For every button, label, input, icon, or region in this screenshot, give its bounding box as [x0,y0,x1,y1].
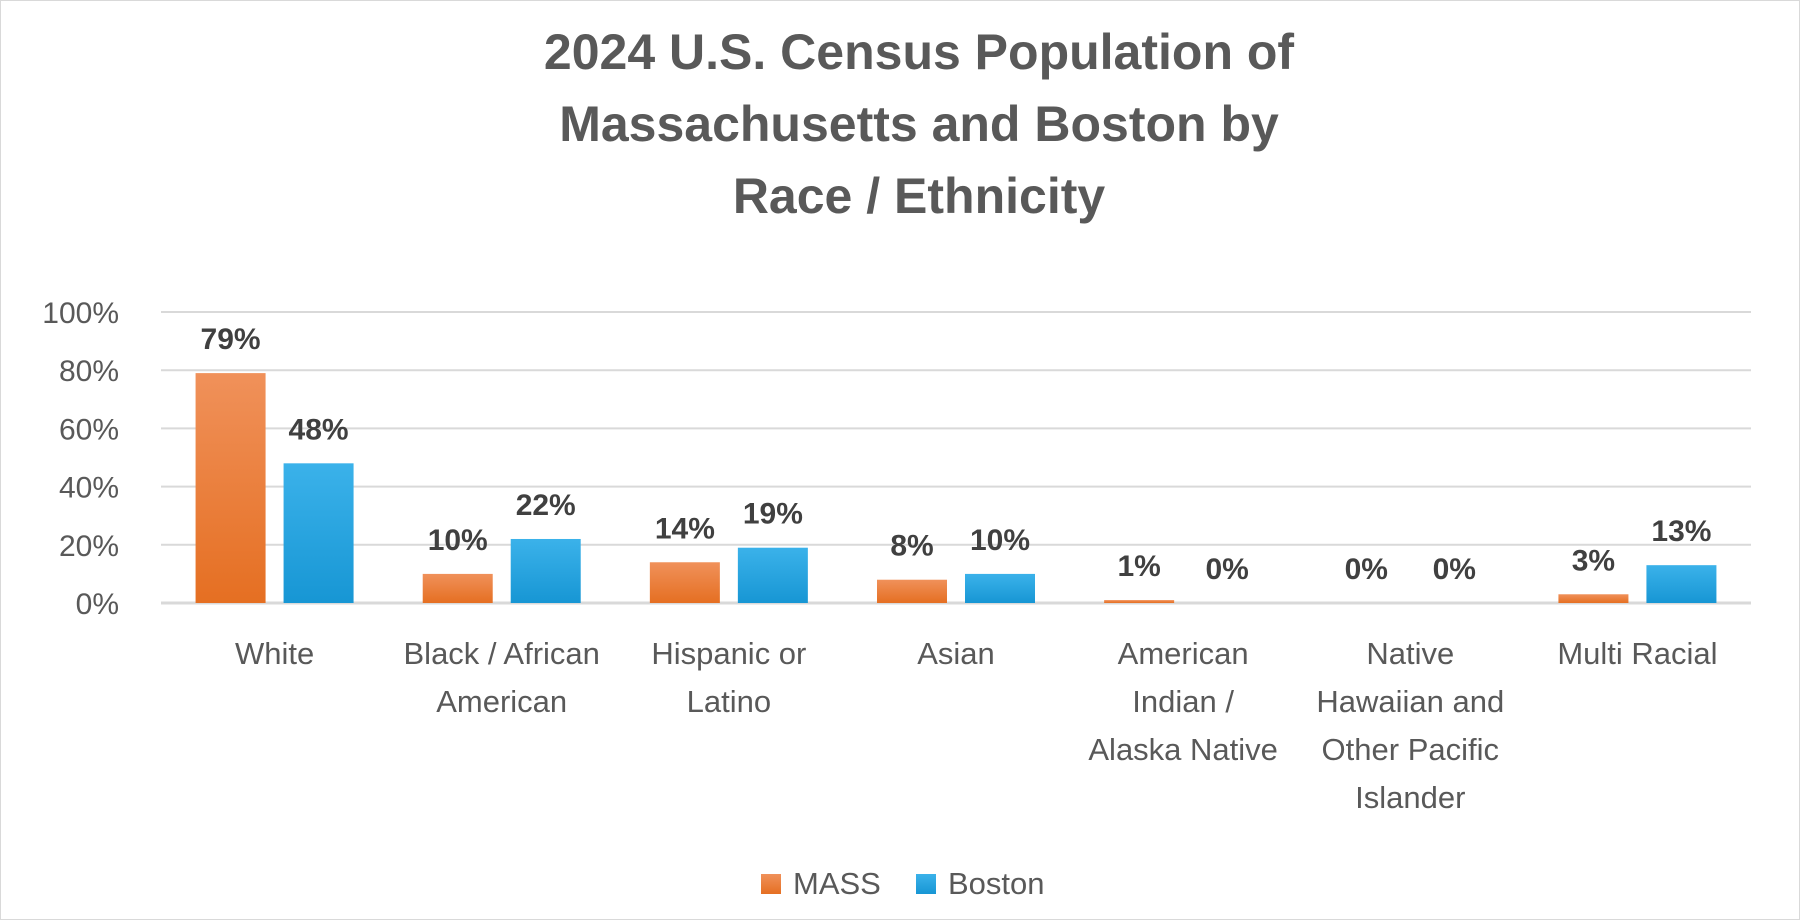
data-label: 10% [970,524,1030,557]
x-axis-categories: White Black / African American Hispanic or L… [235,636,1718,815]
data-label: 19% [743,498,803,531]
chart-title-line: Race / Ethnicity [733,168,1106,224]
bar-mass [877,579,947,603]
x-category-label-line: Alaska Native [1088,732,1278,767]
data-label: 1% [1117,550,1160,583]
data-label: 22% [516,489,576,522]
x-category-label-line: American [436,684,567,719]
legend: MASS Boston [761,866,1045,901]
x-category-label: Hispanic or Latino [651,636,806,719]
bar-boston [737,547,808,603]
y-tick-label: 40% [59,472,119,505]
data-labels: 79% 48% 10% 22% 14% 19% 8% 10% 1% 0% 0% 0% 3% 13% [201,323,1712,586]
data-label: 3% [1572,544,1615,577]
chart-title-line: Massachusetts and Boston by [559,96,1279,152]
x-category-label: Multi Racial [1557,636,1717,671]
x-category-label: American Indian / Alaska Native [1088,636,1278,767]
x-category-label-line: Indian / [1132,684,1234,719]
bar-mass [195,373,266,603]
data-label: 10% [428,524,488,557]
bar-mass [1104,600,1175,603]
x-category-label-line: Other Pacific [1322,732,1499,767]
x-category-label-line: Latino [687,684,771,719]
bars [195,373,1717,603]
x-category-label-line: Islander [1355,780,1465,815]
chart-title-line: 2024 U.S. Census Population of [544,24,1294,80]
gridlines [161,311,1751,605]
x-category-label: Native Hawaiian and Other Pacific Islander [1316,636,1504,815]
bar-boston [1646,565,1717,603]
x-category-label-line: Multi Racial [1557,636,1717,671]
x-category-label-line: White [235,636,314,671]
data-label: 48% [289,413,349,446]
x-category-label: White [235,636,314,671]
data-label: 0% [1433,553,1476,586]
bar-mass [1558,594,1629,603]
x-category-label-line: American [1118,636,1249,671]
x-category-label-line: Hispanic or [651,636,806,671]
bar-boston [283,463,354,603]
x-category-label: Black / African American [404,636,600,719]
data-label: 8% [890,530,933,563]
x-category-label-line: Asian [917,636,995,671]
data-label: 0% [1345,553,1388,586]
bar-boston [965,573,1035,603]
data-label: 0% [1205,553,1248,586]
data-label: 14% [655,512,715,545]
x-category-label-line: Black / African [404,636,600,671]
chart-title: 2024 U.S. Census Population of Massachuse… [544,24,1294,224]
y-tick-label: 80% [59,355,119,388]
y-tick-label: 60% [59,413,119,446]
y-tick-label: 0% [76,588,119,621]
legend-swatch-mass [761,874,781,894]
y-tick-label: 20% [59,530,119,563]
bar-boston [510,538,581,603]
y-tick-label: 100% [42,297,119,330]
bar-mass [422,573,493,603]
data-label: 13% [1651,515,1711,548]
legend-label: Boston [948,866,1045,901]
bar-mass [649,562,720,603]
y-axis-ticks: 0% 20% 40% 60% 80% 100% [42,297,119,621]
x-category-label-line: Hawaiian and [1316,684,1504,719]
x-category-label-line: Native [1366,636,1454,671]
data-label: 79% [201,323,261,356]
legend-swatch-boston [916,874,936,894]
x-category-label: Asian [917,636,995,671]
legend-label: MASS [793,866,881,901]
